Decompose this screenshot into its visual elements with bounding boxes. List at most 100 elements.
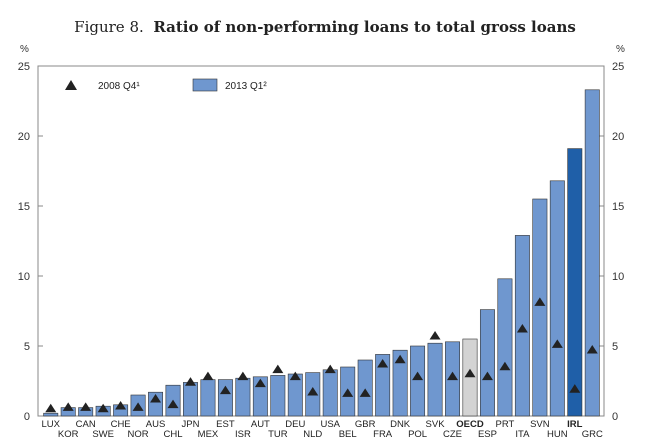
- bar-svk: [427, 342, 443, 417]
- legend-label-2008: 2008 Q4¹: [98, 81, 140, 92]
- category-label-gbr: GBR: [355, 419, 376, 430]
- marker-pol: [412, 371, 424, 381]
- marker-bel: [342, 388, 354, 397]
- marker-fra: [377, 358, 389, 368]
- marker-esp: [481, 371, 493, 381]
- category-label-deu: DEU: [285, 419, 305, 430]
- bar-est: [217, 379, 233, 417]
- bar-gbr: [357, 359, 373, 417]
- category-label-can: CAN: [76, 419, 96, 430]
- right-tick-label: 15: [612, 201, 624, 213]
- marker-che: [115, 400, 127, 410]
- right-tick-label: 10: [612, 271, 624, 283]
- legend-triangle-icon: [65, 80, 77, 90]
- right-tick-label: 25: [612, 61, 624, 73]
- category-label-prt: PRT: [496, 419, 515, 430]
- category-label-che: CHE: [111, 419, 131, 430]
- category-label-pol: POL: [408, 429, 427, 440]
- category-label-jpn: JPN: [182, 419, 200, 430]
- marker-ita: [516, 323, 528, 333]
- right-tick-label: 0: [612, 411, 618, 423]
- left-tick-label: 5: [24, 341, 30, 353]
- left-tick-label: 10: [18, 271, 30, 283]
- marker-tur: [272, 364, 284, 374]
- bar-dnk: [392, 349, 408, 417]
- marker-aus: [150, 393, 162, 403]
- left-tick-label: 25: [18, 61, 30, 73]
- marker-chl: [167, 399, 179, 409]
- category-label-ita: ITA: [515, 429, 530, 440]
- category-label-mex: MEX: [198, 429, 219, 440]
- marker-mex: [202, 371, 214, 381]
- marker-oecd: [464, 368, 476, 378]
- category-label-esp: ESP: [478, 429, 497, 440]
- bar-mex: [200, 379, 216, 417]
- category-label-svk: SVK: [426, 419, 446, 430]
- category-axis: LUXKORCANSWECHENORAUSCHLJPNMEXESTISRAUTT…: [41, 419, 602, 440]
- category-label-usa: USA: [320, 419, 340, 430]
- category-label-dnk: DNK: [390, 419, 411, 430]
- category-label-lux: LUX: [41, 419, 60, 430]
- marker-gbr: [359, 388, 371, 397]
- right-axis: 0 5 10 15 20 25: [599, 61, 624, 423]
- category-label-aut: AUT: [251, 419, 270, 430]
- bar-irl: [567, 148, 583, 417]
- marker-grc: [586, 344, 598, 354]
- marker-svn: [534, 297, 546, 306]
- bar-esp: [479, 309, 495, 417]
- marker-aut: [254, 378, 266, 388]
- category-label-bel: BEL: [339, 429, 357, 440]
- category-label-kor: KOR: [58, 429, 79, 440]
- bar-grc: [584, 89, 600, 417]
- left-tick-label: 0: [24, 411, 30, 423]
- marker-dnk: [394, 354, 406, 364]
- marker-kor: [62, 402, 74, 411]
- right-tick-label: 5: [612, 341, 618, 353]
- marker-est: [219, 385, 231, 395]
- category-label-svn: SVN: [530, 419, 550, 430]
- category-label-chl: CHL: [164, 429, 183, 440]
- bar-series: [43, 89, 600, 417]
- category-label-grc: GRC: [582, 429, 603, 440]
- category-label-aus: AUS: [146, 419, 166, 430]
- right-tick-label: 20: [612, 131, 624, 143]
- bar-pol: [410, 345, 426, 417]
- figure-title-text: Ratio of non-performing loans to total g…: [153, 18, 576, 36]
- legend-bar-swatch: [192, 78, 218, 92]
- category-label-irl: IRL: [567, 419, 583, 430]
- marker-svk: [429, 330, 441, 340]
- marker-jpn: [184, 377, 196, 386]
- marker-lux: [45, 403, 57, 413]
- bar-hun: [549, 180, 565, 417]
- category-label-swe: SWE: [92, 429, 114, 440]
- category-label-isr: ISR: [235, 429, 251, 440]
- category-label-cze: CZE: [443, 429, 462, 440]
- bar-oecd: [462, 338, 478, 417]
- left-tick-label: 15: [18, 201, 30, 213]
- category-label-oecd: OECD: [456, 419, 484, 430]
- category-label-est: EST: [216, 419, 235, 430]
- bar-aus: [148, 391, 164, 417]
- bar-deu: [287, 373, 303, 417]
- marker-nld: [307, 386, 319, 396]
- marker-can: [80, 402, 92, 411]
- left-axis: 0 5 10 15 20 25: [18, 61, 43, 423]
- marker-deu: [289, 371, 301, 381]
- category-label-tur: TUR: [268, 429, 288, 440]
- left-tick-label: 20: [18, 131, 30, 143]
- bar-fra: [375, 354, 391, 417]
- bar-usa: [322, 369, 338, 417]
- marker-swe: [97, 403, 109, 413]
- marker-usa: [324, 364, 336, 374]
- bar-svn: [532, 198, 548, 417]
- category-label-fra: FRA: [373, 429, 393, 440]
- figure-number: Figure 8.: [74, 18, 144, 36]
- figure-title: Figure 8. Ratio of non-performing loans …: [0, 18, 650, 36]
- marker-nor: [132, 402, 144, 411]
- bar-jpn: [183, 382, 198, 417]
- bar-isr: [235, 377, 251, 417]
- legend: 2008 Q4¹ 2013 Q1²: [65, 78, 267, 92]
- marker-irl: [569, 384, 581, 393]
- left-axis-unit: %: [20, 44, 29, 55]
